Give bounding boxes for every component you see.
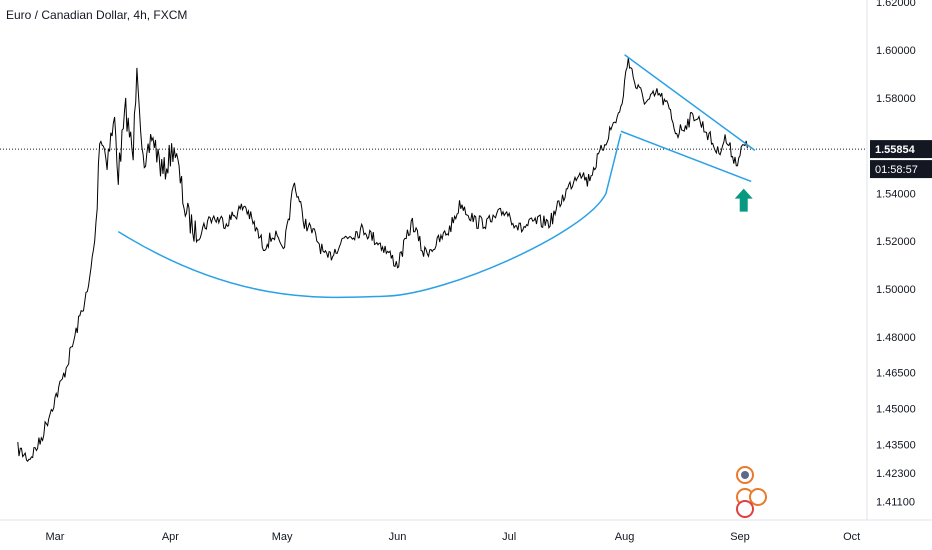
x-tick-label: Jun [389, 531, 407, 543]
y-tick-label: 1.52000 [876, 236, 916, 248]
x-tick-label: Aug [615, 531, 635, 543]
drawings-group [117, 54, 756, 299]
x-tick-label: Sep [730, 531, 750, 543]
x-tick-label: Jul [502, 531, 516, 543]
countdown-badge [870, 160, 932, 179]
countdown-value: 01:58:57 [875, 164, 918, 176]
event-moon-icon [741, 471, 749, 479]
x-tick-label: Mar [46, 531, 65, 543]
trendline[interactable] [620, 130, 752, 183]
y-tick-label: 1.46500 [876, 368, 916, 380]
price-axis[interactable]: 1.620001.600001.580001.560001.540001.520… [866, 0, 916, 520]
y-tick-label: 1.58000 [876, 93, 916, 105]
event-icons[interactable] [736, 466, 767, 518]
rounded-bottom-curve[interactable] [117, 133, 622, 299]
y-tick-label: 1.45000 [876, 404, 916, 416]
y-tick-label: 1.50000 [876, 284, 916, 296]
trendline[interactable] [624, 54, 756, 151]
x-tick-label: May [272, 531, 293, 543]
arrow-up-icon[interactable] [734, 188, 753, 212]
time-axis[interactable]: Mar Apr May Jun Jul Aug Sep Oct [0, 519, 932, 543]
x-tick-label: Oct [843, 531, 860, 543]
economic-event-icon[interactable] [736, 500, 754, 518]
y-tick-label: 1.62000 [876, 0, 916, 9]
last-price-badge [870, 140, 932, 159]
price-line [17, 57, 748, 462]
economic-event-icon[interactable] [749, 488, 767, 506]
y-tick-label: 1.60000 [876, 45, 916, 57]
y-tick-label: 1.41100 [876, 497, 915, 509]
y-tick-label: 1.43500 [876, 439, 916, 451]
chart-title: Euro / Canadian Dollar, 4h, FXCM [6, 8, 188, 22]
y-tick-label: 1.42300 [876, 468, 916, 480]
x-tick-label: Apr [162, 531, 179, 543]
y-tick-label: 1.48000 [876, 332, 916, 344]
price-series-group [0, 57, 867, 462]
y-tick-label: 1.54000 [876, 188, 916, 200]
last-price-value: 1.55854 [875, 144, 916, 156]
price-badges: 1.55854 01:58:57 [870, 140, 932, 179]
